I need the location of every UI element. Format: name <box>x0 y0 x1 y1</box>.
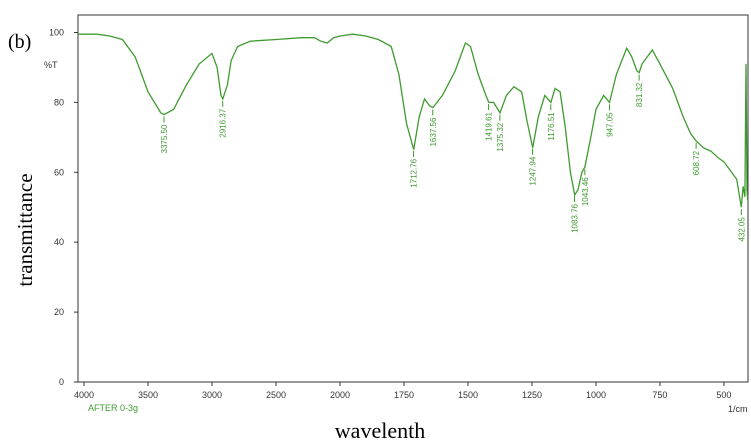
peak-label: 947.05 <box>606 112 615 137</box>
x-tick-label: 2500 <box>266 390 286 400</box>
y-tick-label: 40 <box>54 237 64 247</box>
x-tick-label: 3500 <box>138 390 158 400</box>
peak-label: 1375.32 <box>496 122 505 151</box>
y-tick-label: 80 <box>54 97 64 107</box>
peak-label: 1637.56 <box>429 117 438 146</box>
x-tick-label: 750 <box>652 390 667 400</box>
y-unit: %T <box>44 60 58 70</box>
x-tick-label: 1500 <box>458 390 478 400</box>
x-tick-label: 1250 <box>522 390 542 400</box>
y-tick-label: 0 <box>59 377 64 387</box>
panel-label: (b) <box>8 31 31 53</box>
y-tick-label: 20 <box>54 307 64 317</box>
x-tick-label: 3000 <box>202 390 222 400</box>
x-axis-label: wavelenth <box>335 418 425 442</box>
peak-label: 1247.94 <box>528 156 537 185</box>
x-tick-label: 1000 <box>586 390 606 400</box>
peak-label: 1083.76 <box>571 203 580 232</box>
spectrum-line <box>78 33 749 208</box>
peak-label: 1176.51 <box>547 112 556 141</box>
y-tick-label: 100 <box>49 27 64 37</box>
peak-label: 831.32 <box>635 82 644 107</box>
peak-label: 432.05 <box>737 217 746 242</box>
plot-frame <box>77 14 749 383</box>
peak-label: 1419.61 <box>485 111 494 140</box>
y-axis-label: transmittance <box>13 173 37 286</box>
x-tick-label: 2000 <box>330 390 350 400</box>
x-unit: 1/cm <box>728 404 748 414</box>
peak-label: 1712.76 <box>410 158 419 187</box>
peak-label: 1043.46 <box>581 177 590 206</box>
x-tick-label: 1750 <box>394 390 414 400</box>
peak-label: 3375.50 <box>160 124 169 153</box>
x-tick-label: 4000 <box>74 390 94 400</box>
peak-label: 608.72 <box>692 150 701 175</box>
y-tick-label: 60 <box>54 167 64 177</box>
x-tick-label: 500 <box>716 390 731 400</box>
peak-label: 2916.37 <box>219 108 228 137</box>
sample-label: AFTER 0-3g <box>88 403 138 413</box>
